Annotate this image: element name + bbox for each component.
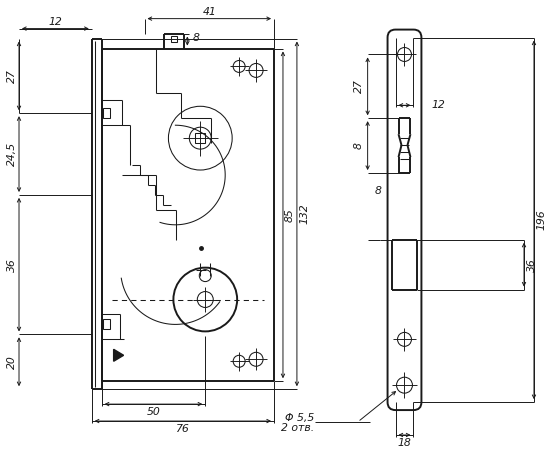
Text: 132: 132 — [300, 203, 310, 224]
Text: Φ 5,5: Φ 5,5 — [284, 413, 314, 423]
Text: 41: 41 — [202, 7, 216, 17]
Text: 27: 27 — [354, 80, 364, 93]
Text: 36: 36 — [7, 258, 17, 271]
Text: 50: 50 — [147, 407, 161, 417]
Polygon shape — [114, 349, 124, 361]
Text: 85: 85 — [285, 208, 295, 222]
Text: 20: 20 — [7, 355, 17, 369]
Text: 27: 27 — [7, 69, 17, 83]
Text: 36: 36 — [527, 258, 537, 271]
Bar — [172, 36, 178, 41]
Bar — [103, 320, 109, 329]
Bar — [103, 108, 109, 118]
Text: 8: 8 — [192, 33, 199, 43]
Bar — [195, 133, 205, 143]
Text: 24,5: 24,5 — [7, 142, 17, 166]
Text: 2 отв.: 2 отв. — [280, 423, 314, 433]
Text: 18: 18 — [398, 438, 411, 448]
Text: 12: 12 — [48, 17, 62, 27]
Text: 12: 12 — [431, 100, 445, 110]
Text: 196: 196 — [537, 210, 547, 230]
Text: 76: 76 — [176, 424, 190, 434]
Text: 8: 8 — [374, 186, 381, 196]
Text: 8: 8 — [354, 142, 364, 149]
